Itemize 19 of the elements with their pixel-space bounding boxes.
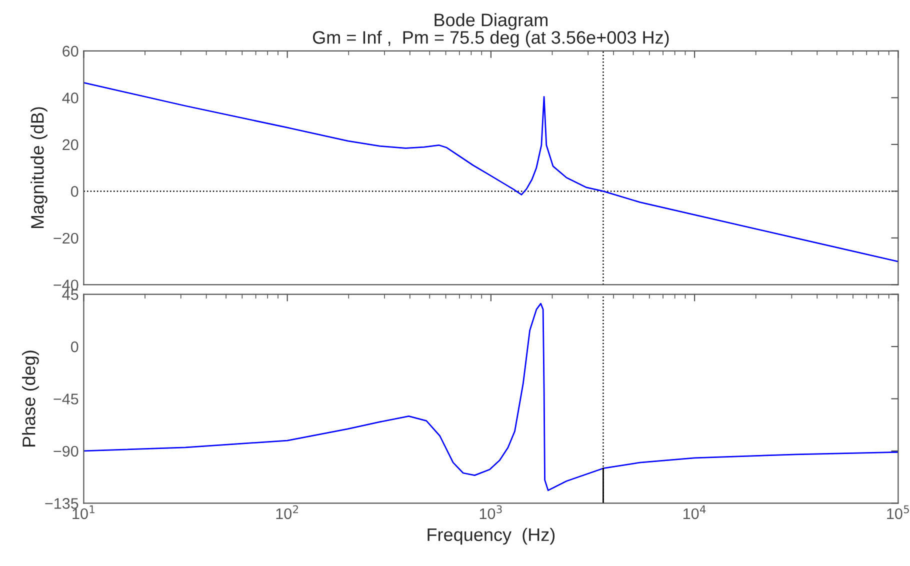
x-tick-label: 10$^{2}$ <box>276 505 298 520</box>
x-axis-title: Frequency (Hz) <box>428 528 555 545</box>
y-tick-label: 0 <box>70 186 78 197</box>
y-tick-label: −20 <box>54 232 78 244</box>
x-tick-label: 10$^{3}$ <box>480 505 502 520</box>
y-tick-label: −45 <box>54 394 78 404</box>
chart-subtitle: Gm = Inf , Pm = 75.5 deg (at 3.56e+003 Hz) <box>312 30 669 48</box>
y-tick-label: −90 <box>54 446 78 457</box>
y-tick-label: −40 <box>54 280 78 290</box>
y-tick-label: 60 <box>62 46 78 57</box>
y-axis-title: Phase (deg) <box>22 350 39 446</box>
y-tick-label: 40 <box>62 92 78 104</box>
chart-title: Bode Diagram <box>434 13 548 30</box>
y-tick-label: 0 <box>70 341 78 352</box>
y-axis-title: Magnitude (dB) <box>30 107 48 228</box>
x-tick-label: 10$^{5}$ <box>887 505 909 520</box>
y-tick-label: 45 <box>62 289 78 300</box>
y-tick-label: 20 <box>62 139 78 150</box>
x-tick-label: 10$^{4}$ <box>684 505 706 520</box>
